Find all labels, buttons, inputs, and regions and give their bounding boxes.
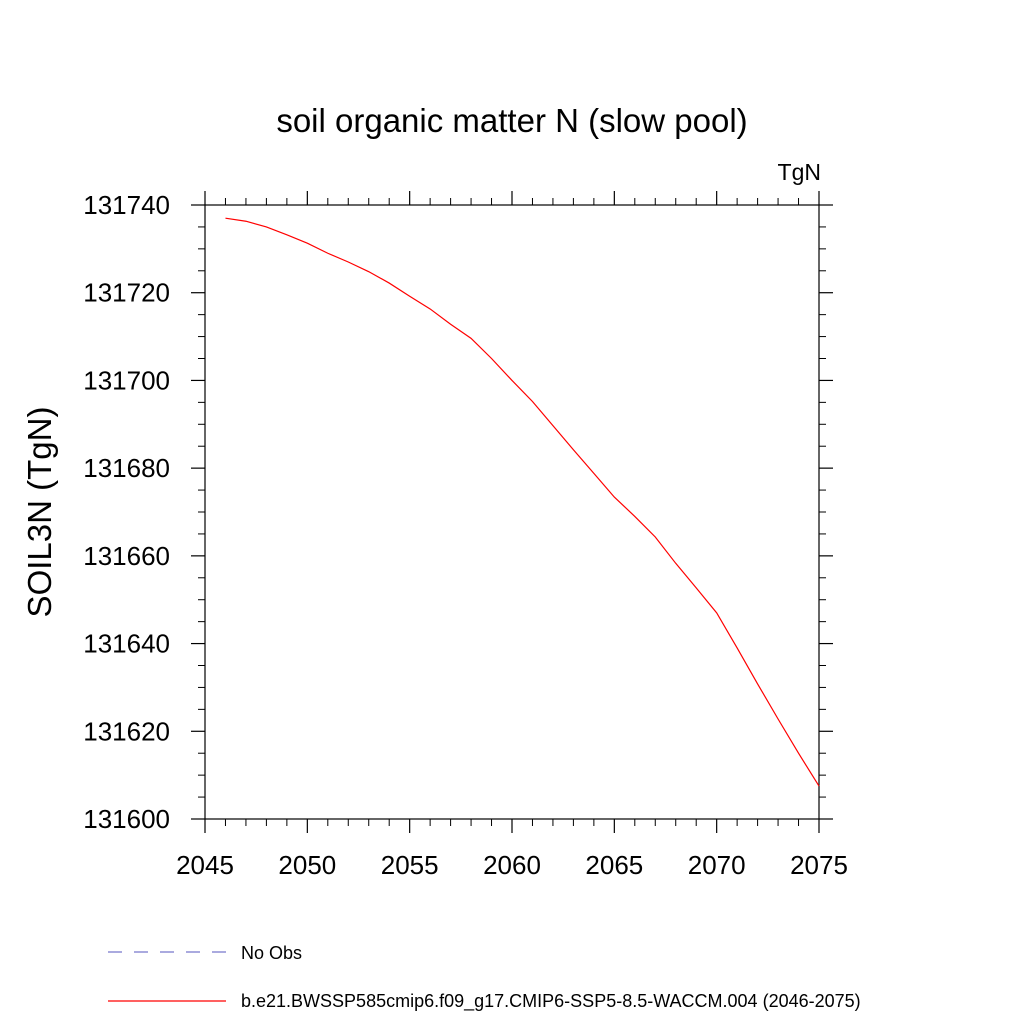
legend: No Obs b.e21.BWSSP585cmip6.f09_g17.CMIP6…: [108, 943, 861, 1012]
series-line-0: [225, 217, 820, 787]
series-layer: [225, 217, 820, 787]
y-tick-label: 131720: [83, 278, 170, 308]
legend-label-model: b.e21.BWSSP585cmip6.f09_g17.CMIP6-SSP5-8…: [241, 991, 861, 1012]
legend-label-no-obs: No Obs: [241, 943, 302, 963]
units-label: TgN: [778, 159, 821, 185]
y-tick-label: 131620: [83, 716, 170, 746]
x-tick-label: 2075: [790, 850, 848, 880]
y-tick-label: 131600: [83, 804, 170, 834]
y-tick-label: 131740: [83, 190, 170, 220]
axis-ticks: [191, 191, 833, 833]
y-tick-labels: 131600 131620 131640 131660 131680 131700 1317…: [83, 190, 170, 834]
x-tick-label: 2060: [483, 850, 541, 880]
x-tick-label: 2070: [688, 850, 746, 880]
x-tick-label: 2065: [585, 850, 643, 880]
y-axis-label: SOIL3N (TgN): [21, 407, 58, 618]
chart-title: soil organic matter N (slow pool): [276, 102, 747, 139]
plot-frame: [204, 204, 820, 820]
x-tick-label: 2055: [381, 850, 439, 880]
x-tick-labels: 2045 2050 2055 2060 2065 2070 2075: [176, 850, 848, 880]
y-tick-label: 131640: [83, 629, 170, 659]
x-tick-label: 2045: [176, 850, 234, 880]
y-tick-label: 131700: [83, 365, 170, 395]
y-tick-label: 131680: [83, 453, 170, 483]
x-tick-label: 2050: [278, 850, 336, 880]
y-tick-label: 131660: [83, 541, 170, 571]
